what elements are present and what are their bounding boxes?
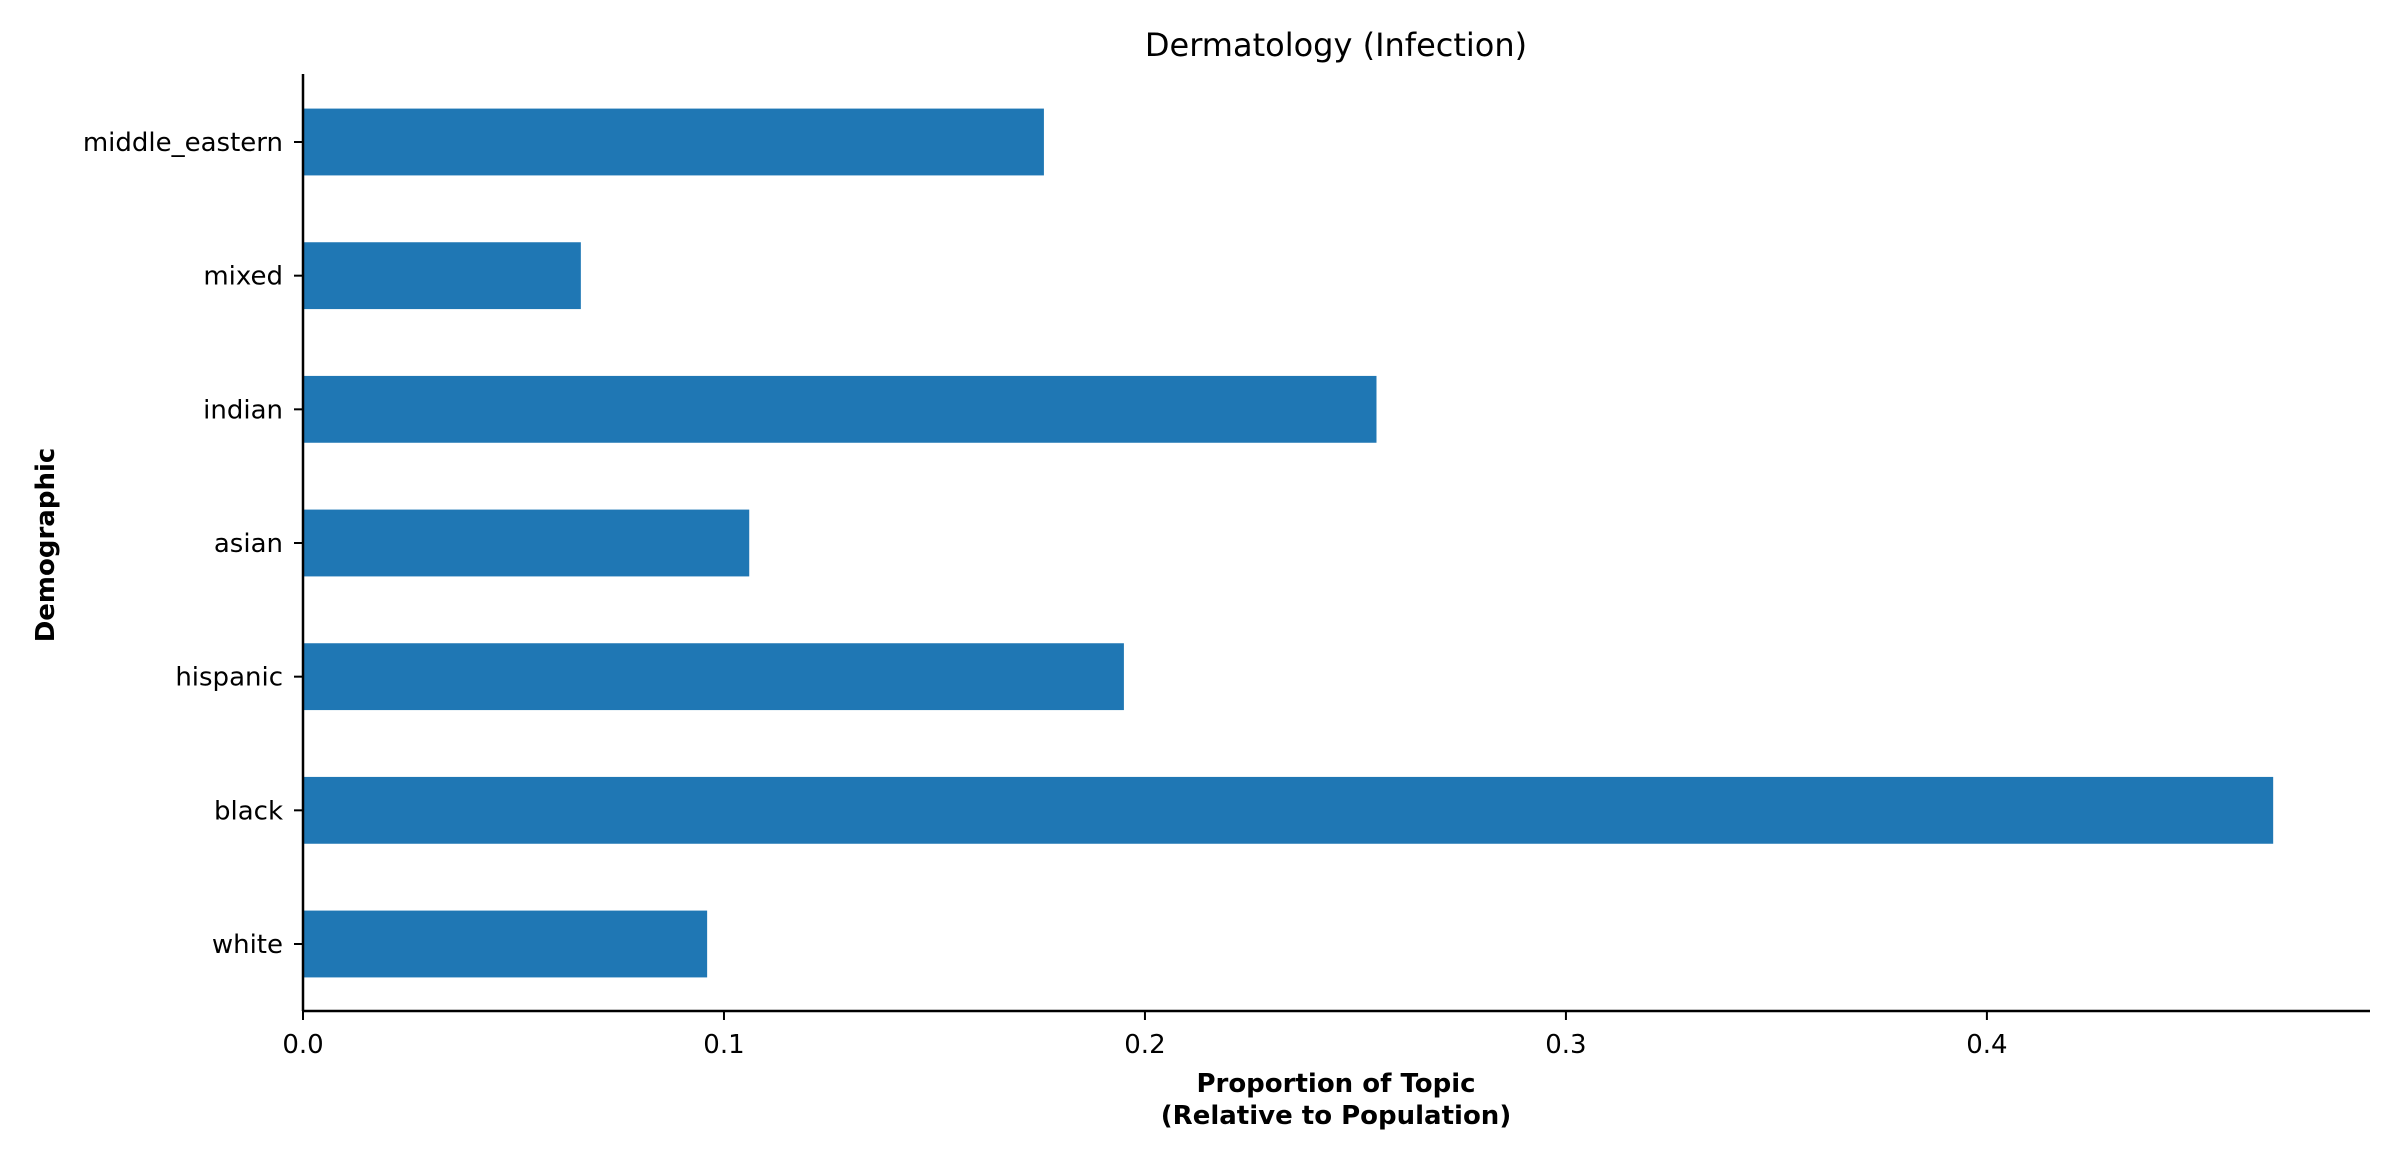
x-axis-ticks: 0.0 0.1 0.2 0.3 0.4 xyxy=(282,1011,2008,1060)
x-axis-label-line-2: (Relative to Population) xyxy=(1161,1101,1511,1131)
bar-asian xyxy=(303,509,750,577)
bars-group xyxy=(303,108,2274,978)
x-axis-label-line-1: Proportion of Topic xyxy=(1196,1069,1475,1099)
bar-indian xyxy=(303,375,1377,443)
bar-black xyxy=(303,776,2274,844)
y-tick-label-white: white xyxy=(212,930,283,960)
x-tick-label: 0.1 xyxy=(703,1030,744,1060)
y-tick-label-indian: indian xyxy=(203,395,283,425)
y-tick-label-asian: asian xyxy=(214,529,283,559)
y-tick-label-middle_eastern: middle_eastern xyxy=(83,128,283,158)
x-tick-label: 0.2 xyxy=(1124,1030,1165,1060)
y-tick-label-mixed: mixed xyxy=(203,262,283,292)
y-tick-label-hispanic: hispanic xyxy=(175,663,283,693)
y-axis-label: Demographic xyxy=(31,448,61,643)
bar-hispanic xyxy=(303,643,1124,711)
y-tick-label-black: black xyxy=(214,796,283,826)
bar-middle_eastern xyxy=(303,108,1044,176)
bar-mixed xyxy=(303,242,581,310)
x-tick-label: 0.0 xyxy=(282,1030,323,1060)
y-axis-ticks: white black hispanic asian indian mixed middle… xyxy=(83,128,303,960)
bar-white xyxy=(303,910,708,978)
x-tick-label: 0.4 xyxy=(1966,1030,2007,1060)
chart-title: Dermatology (Infection) xyxy=(1145,26,1527,64)
x-tick-label: 0.3 xyxy=(1545,1030,1586,1060)
